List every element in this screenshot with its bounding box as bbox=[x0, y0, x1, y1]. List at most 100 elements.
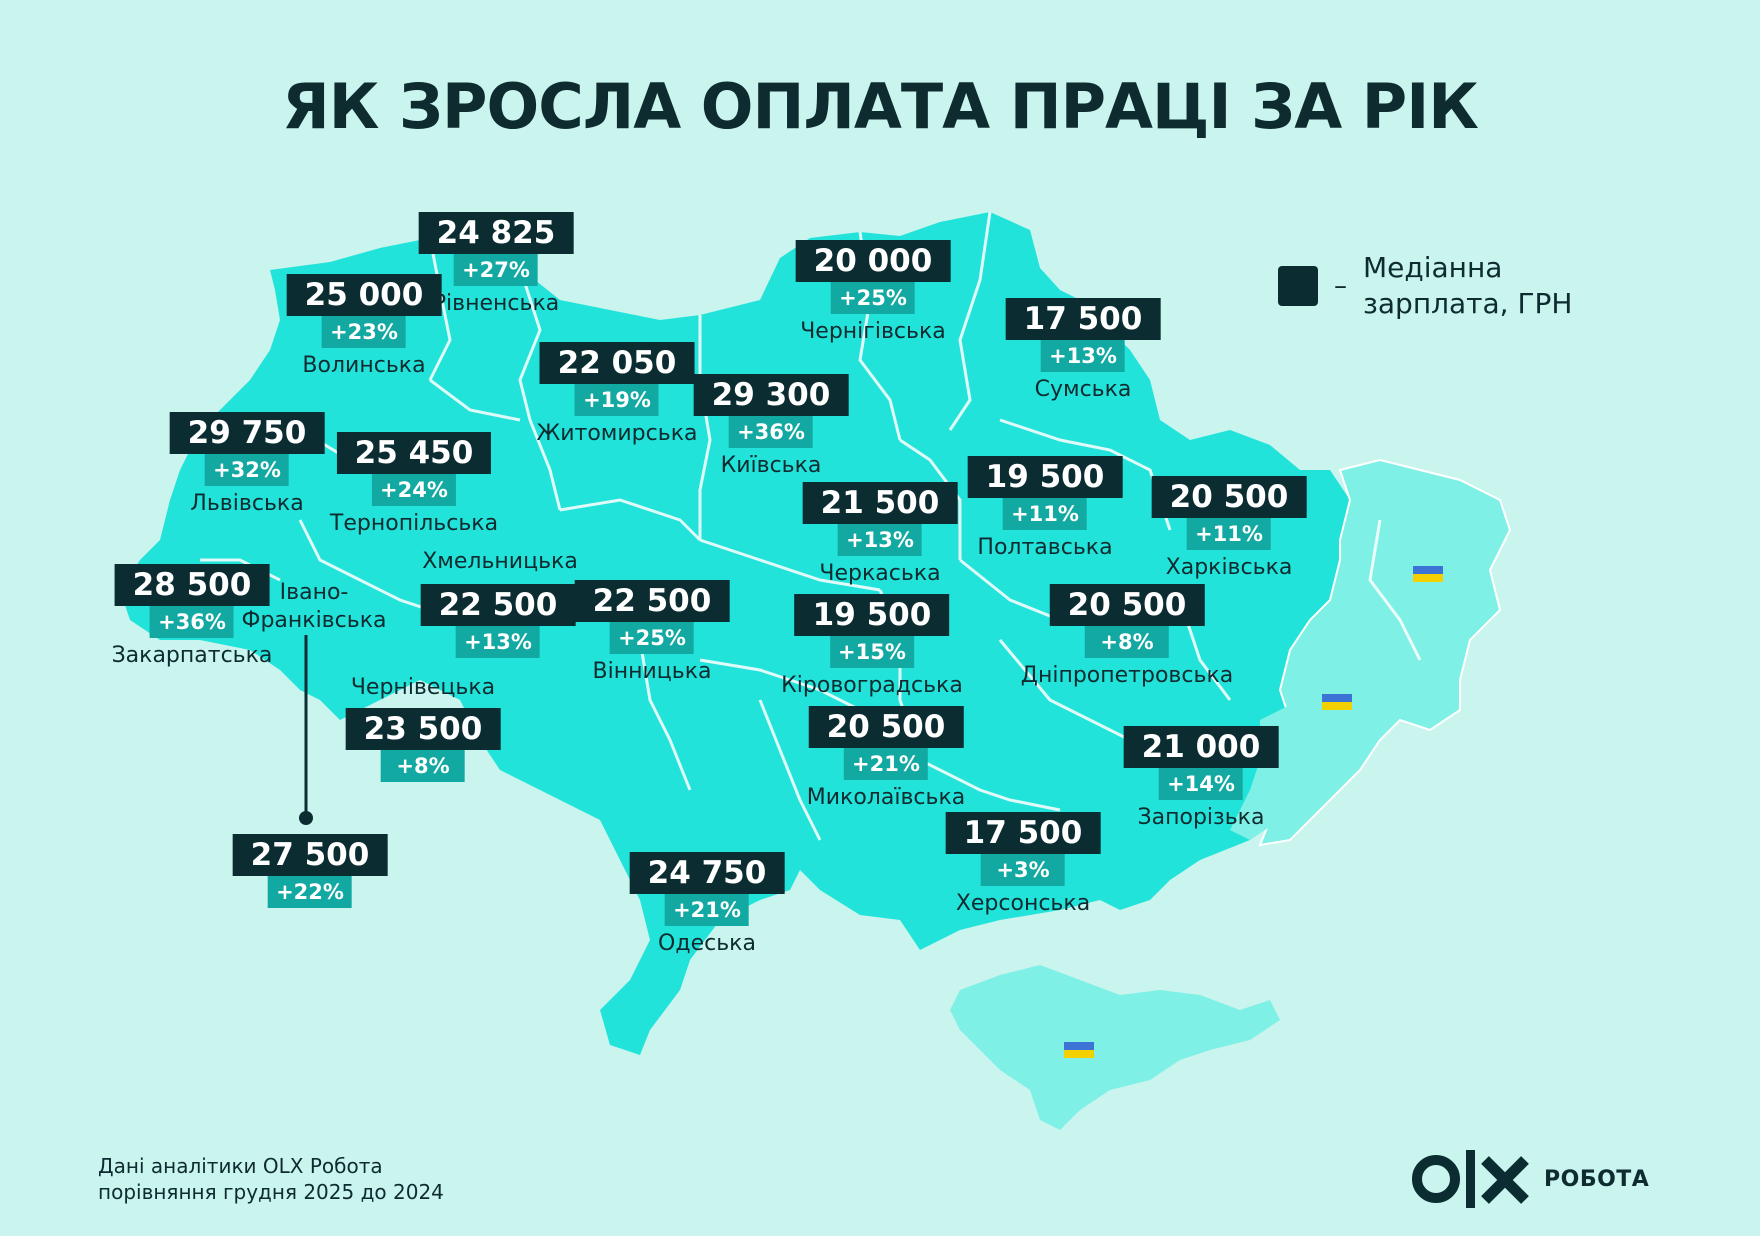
change-badge: +21% bbox=[843, 748, 928, 780]
salary-value: 29 300 bbox=[693, 374, 849, 416]
region-volynska: 25 000 +23% Волинська bbox=[286, 274, 442, 380]
salary-value: 20 500 bbox=[1049, 584, 1205, 626]
salary-value: 22 050 bbox=[539, 342, 695, 384]
change-badge: +13% bbox=[456, 626, 540, 658]
region-zaporizka: 21 000 +14% Запорізька bbox=[1123, 726, 1279, 832]
salary-value: 22 500 bbox=[420, 584, 576, 626]
change-badge: +36% bbox=[729, 416, 813, 448]
legend-dash: – bbox=[1334, 271, 1347, 301]
region-chernihivska: 20 000 +25% Чернігівська bbox=[795, 240, 951, 346]
region-chernivetska: 23 500 +8% bbox=[345, 708, 501, 782]
legend-line2: зарплата, ГРН bbox=[1363, 287, 1573, 320]
salary-value: 27 500 bbox=[232, 834, 388, 876]
salary-value: 19 500 bbox=[794, 594, 950, 636]
source-line2: порівняння грудня 2025 до 2024 bbox=[98, 1180, 444, 1204]
region-name-chernivetska: Чернівецька bbox=[350, 675, 496, 700]
change-badge: +32% bbox=[205, 454, 289, 486]
salary-value: 20 500 bbox=[1151, 476, 1307, 518]
region-poltavska: 19 500 +11% Полтавська bbox=[967, 456, 1123, 562]
change-badge: +8% bbox=[1084, 626, 1169, 658]
region-name: Кіровоградська bbox=[781, 673, 963, 698]
region-name: Чернігівська bbox=[800, 319, 946, 344]
region-mykolaivska: 20 500 +21% Миколаївська bbox=[807, 706, 965, 812]
salary-value: 22 500 bbox=[574, 580, 730, 622]
salary-value: 20 000 bbox=[795, 240, 951, 282]
region-name: Вінницька bbox=[592, 659, 712, 684]
salary-value: 23 500 bbox=[345, 708, 501, 750]
change-badge: +36% bbox=[150, 606, 234, 638]
salary-value: 21 000 bbox=[1123, 726, 1279, 768]
region-name: Одеська bbox=[658, 931, 756, 956]
region-name: Київська bbox=[720, 453, 822, 478]
region-name-line1: Івано- bbox=[279, 580, 349, 605]
region-name: Тернопільська bbox=[329, 511, 499, 536]
region-name: Рівненська bbox=[432, 291, 560, 316]
salary-value: 17 500 bbox=[1005, 298, 1161, 340]
flag-icon bbox=[1413, 566, 1443, 582]
salary-value: 24 825 bbox=[418, 212, 574, 254]
change-badge: +19% bbox=[575, 384, 659, 416]
flag-icon bbox=[1322, 694, 1352, 710]
region-odeska: 24 750 +21% Одеська bbox=[629, 852, 785, 958]
salary-value: 25 450 bbox=[336, 432, 492, 474]
region-kharkivska: 20 500 +11% Харківська bbox=[1151, 476, 1307, 582]
source-note: Дані аналітики OLX Робота порівняння гру… bbox=[98, 1153, 444, 1205]
salary-value: 28 500 bbox=[114, 564, 270, 606]
region-kirovohradska: 19 500 +15% Кіровоградська bbox=[781, 594, 963, 700]
region-name: Волинська bbox=[302, 353, 426, 378]
legend-swatch bbox=[1278, 266, 1318, 306]
region-name: Львівська bbox=[190, 491, 304, 516]
region-dnipropetrovska: 20 500 +8% Дніпропетровська bbox=[1021, 584, 1233, 690]
region-name-khmelnytska: Хмельницька bbox=[422, 549, 578, 574]
salary-value: 25 000 bbox=[286, 274, 442, 316]
region-name-line2: Франківська bbox=[241, 608, 387, 633]
source-line1: Дані аналітики OLX Робота bbox=[98, 1154, 383, 1178]
region-name: Полтавська bbox=[977, 535, 1113, 560]
region-name: Сумська bbox=[1034, 377, 1132, 402]
change-badge: +27% bbox=[454, 254, 538, 286]
salary-value: 17 500 bbox=[945, 812, 1101, 854]
region-zhytomyrska: 22 050 +19% Житомирська bbox=[536, 342, 698, 448]
region-name: Харківська bbox=[1165, 555, 1293, 580]
region-name: Закарпатська bbox=[111, 643, 273, 668]
change-badge: +13% bbox=[838, 524, 922, 556]
change-badge: +3% bbox=[981, 854, 1065, 886]
pointer-dot bbox=[299, 811, 313, 825]
change-badge: +25% bbox=[610, 622, 694, 654]
occupied-east-shape bbox=[1258, 458, 1512, 847]
change-badge: +23% bbox=[322, 316, 406, 348]
change-badge: +22% bbox=[268, 876, 352, 908]
crimea-shape bbox=[950, 965, 1280, 1130]
change-badge: +14% bbox=[1159, 768, 1243, 800]
region-name: Дніпропетровська bbox=[1020, 663, 1234, 688]
region-cherkaska: 21 500 +13% Черкаська bbox=[802, 482, 958, 588]
region-name: Херсонська bbox=[955, 891, 1091, 916]
change-badge: +8% bbox=[381, 750, 465, 782]
logo-text: РОБОТА bbox=[1544, 1166, 1650, 1192]
salary-value: 21 500 bbox=[802, 482, 958, 524]
region-lvivska: 29 750 +32% Львівська bbox=[169, 412, 325, 518]
change-badge: +21% bbox=[665, 894, 749, 926]
legend: – Медіанна зарплата, ГРН bbox=[1278, 250, 1572, 322]
change-badge: +15% bbox=[829, 636, 914, 668]
change-badge: +11% bbox=[1003, 498, 1087, 530]
region-ivano-frankivska: 27 500 +22% bbox=[232, 834, 388, 908]
region-zakarpatska: 28 500 +36% Закарпатська bbox=[111, 564, 273, 670]
region-sumska: 17 500 +13% Сумська bbox=[1005, 298, 1161, 404]
region-name: Житомирська bbox=[536, 421, 698, 446]
olx-logo: РОБОТА bbox=[1412, 1148, 1649, 1210]
region-khmelnytska: 22 500 +13% bbox=[420, 584, 576, 658]
salary-value: 29 750 bbox=[169, 412, 325, 454]
change-badge: +25% bbox=[831, 282, 915, 314]
region-name-ivano-frankivska: Івано- Франківська bbox=[242, 579, 387, 635]
region-name: Черкаська bbox=[819, 561, 941, 586]
flag-icon bbox=[1064, 1042, 1094, 1058]
region-name: Запорізька bbox=[1137, 805, 1265, 830]
occupied-south-shape bbox=[1230, 700, 1310, 840]
page-title: ЯК ЗРОСЛА ОПЛАТА ПРАЦІ ЗА РІК bbox=[282, 70, 1479, 143]
region-kyivska: 29 300 +36% Київська bbox=[693, 374, 849, 480]
region-khersonska: 17 500 +3% Херсонська bbox=[945, 812, 1101, 918]
salary-value: 24 750 bbox=[629, 852, 785, 894]
change-badge: +13% bbox=[1041, 340, 1125, 372]
